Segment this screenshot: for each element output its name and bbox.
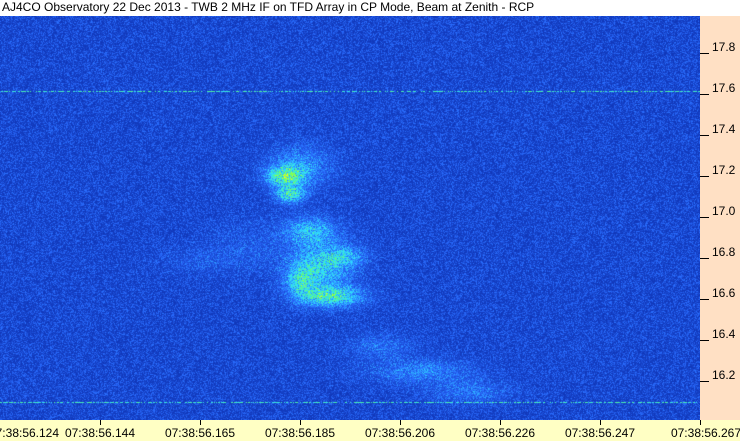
- x-tick: [700, 420, 701, 425]
- y-tick: [700, 258, 709, 259]
- x-axis: 07:38:56.124 07:38:56.144 07:38:56.165 07:3…: [0, 420, 740, 441]
- x-tick-label: 07:38:56.165: [164, 426, 236, 440]
- x-tick: [400, 420, 401, 425]
- x-tick-label: 07:38:56.144: [64, 426, 136, 440]
- x-tick: [300, 420, 301, 425]
- x-tick-label: 07:38:56.206: [364, 426, 436, 440]
- y-tick-label: 17.2: [712, 163, 736, 177]
- x-tick: [500, 420, 501, 425]
- x-tick-label: 07:38:56.185: [264, 426, 336, 440]
- y-tick: [700, 299, 709, 300]
- x-tick: [600, 420, 601, 425]
- y-tick-label: 17.4: [712, 122, 736, 136]
- y-tick-label: 17.6: [712, 81, 736, 95]
- y-tick: [700, 135, 709, 136]
- x-tick-label: 07:38:56.226: [464, 426, 536, 440]
- y-tick: [700, 94, 709, 95]
- x-tick-label: 07:38:56.124: [0, 426, 60, 440]
- y-tick: [700, 217, 709, 218]
- x-tick: [100, 420, 101, 425]
- y-tick: [700, 340, 709, 341]
- y-tick: [700, 381, 709, 382]
- x-tick-label: 07:38:56.247: [564, 426, 636, 440]
- y-tick: [700, 176, 709, 177]
- y-axis: 17.8 17.6 17.4 17.2 17.0 16.8 16.6 16.4 16.2: [700, 16, 740, 420]
- y-tick-label: 17.0: [712, 204, 736, 218]
- spectrogram-plot: [0, 16, 700, 420]
- x-tick-label: 07:38:56.267: [670, 426, 740, 440]
- x-tick: [200, 420, 201, 425]
- y-tick: [700, 53, 709, 54]
- chart-title: AJ4CO Observatory 22 Dec 2013 - TWB 2 MH…: [0, 0, 740, 16]
- y-tick-label: 17.8: [712, 40, 736, 54]
- y-tick-label: 16.6: [712, 286, 736, 300]
- y-tick-label: 16.8: [712, 245, 736, 259]
- y-tick-label: 16.4: [712, 327, 736, 341]
- y-tick-label: 16.2: [712, 368, 736, 382]
